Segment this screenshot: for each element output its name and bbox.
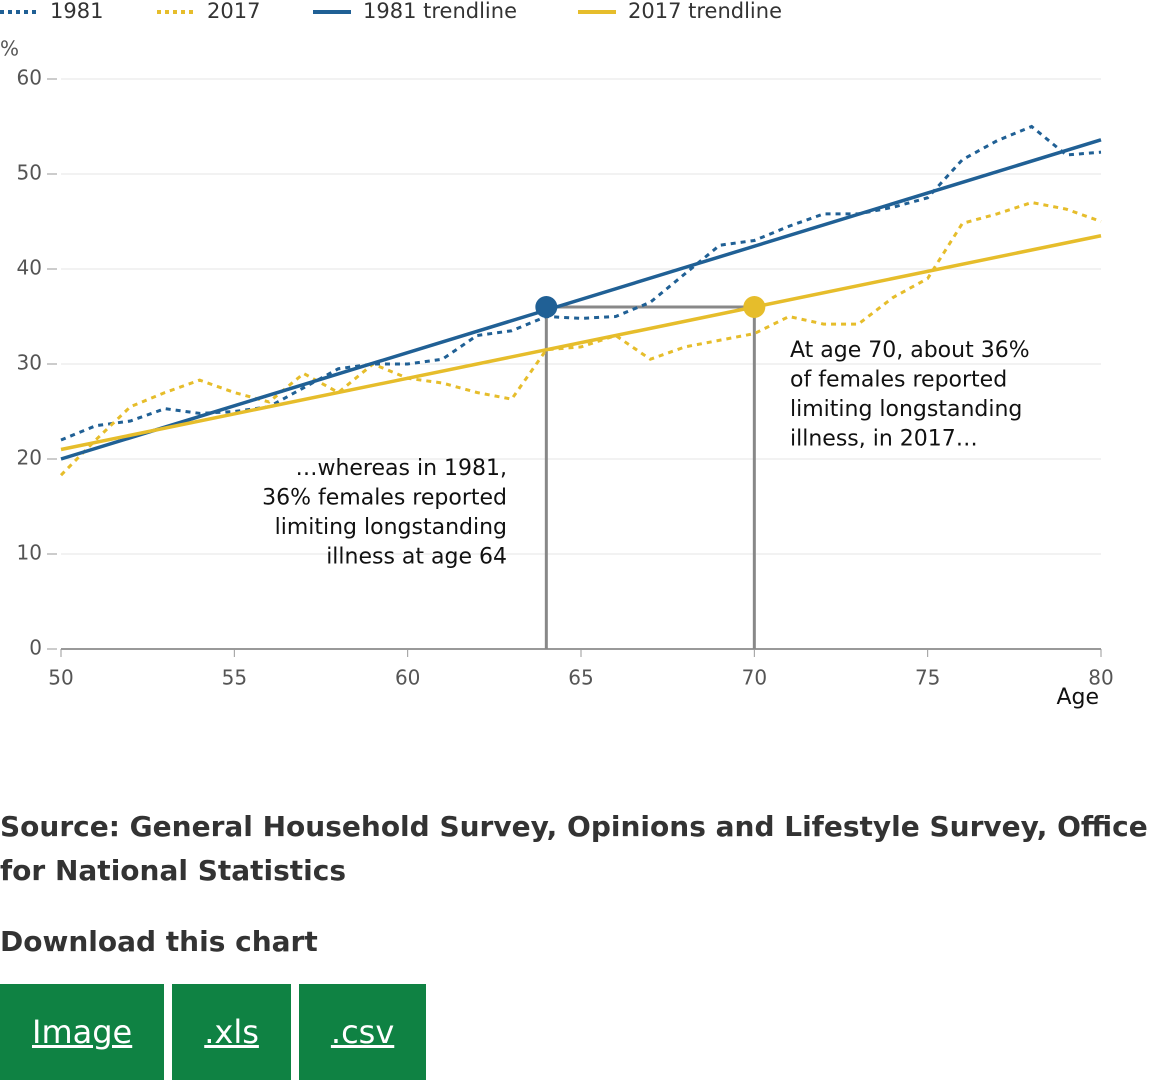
annotation: limiting longstanding: [275, 515, 507, 540]
annotation: …whereas in 1981,: [295, 456, 507, 481]
x-tick-label: 75: [915, 666, 940, 690]
download-button[interactable]: Image: [0, 984, 165, 1080]
download-buttons: Image .xls .csv: [0, 984, 427, 1080]
x-tick-label: 65: [568, 666, 593, 690]
annotation: illness, in 2017…: [790, 427, 978, 452]
legend-label: 1981: [50, 0, 103, 23]
x-axis-label: Age: [1056, 685, 1099, 710]
download-title: Download this chart: [0, 925, 318, 958]
annotation: 36% females reported: [262, 486, 507, 511]
series-line: [59, 200, 1102, 477]
y-axis-label: %: [0, 37, 19, 61]
y-tick-label: 0: [29, 636, 42, 660]
series-line: [60, 124, 1102, 442]
annotation: limiting longstanding: [790, 397, 1022, 422]
legend-label: 2017: [207, 0, 260, 23]
y-tick-label: 20: [17, 446, 42, 470]
x-tick-label: 70: [742, 666, 767, 690]
download-button[interactable]: .csv: [298, 984, 427, 1080]
annotation: of females reported: [790, 368, 1007, 393]
chart: % Age 0 10 20 30 40 50 60 50 55 60 65 70 75 80 1981 201…: [0, 0, 1114, 710]
x-tick-label: 60: [395, 666, 420, 690]
y-tick-label: 10: [17, 541, 42, 565]
highlight-point: [743, 296, 766, 318]
annotation: illness at age 64: [326, 545, 507, 570]
x-tick-label: 55: [222, 666, 247, 690]
series-line: [60, 234, 1102, 452]
y-tick-label: 40: [17, 256, 42, 280]
y-tick-label: 30: [17, 351, 42, 375]
annotation: At age 70, about 36%: [790, 338, 1030, 363]
x-tick-label: 50: [48, 666, 73, 690]
legend-label: 1981 trendline: [363, 0, 517, 23]
highlight-point: [535, 296, 558, 318]
legend-label: 2017 trendline: [628, 0, 782, 23]
download-button[interactable]: .xls: [172, 984, 291, 1080]
y-tick-label: 60: [17, 66, 42, 90]
x-tick-label: 80: [1088, 666, 1113, 690]
y-tick-label: 50: [17, 161, 42, 185]
series-line: [60, 138, 1102, 461]
source: Source: General Household Survey, Opinio…: [0, 810, 1148, 887]
